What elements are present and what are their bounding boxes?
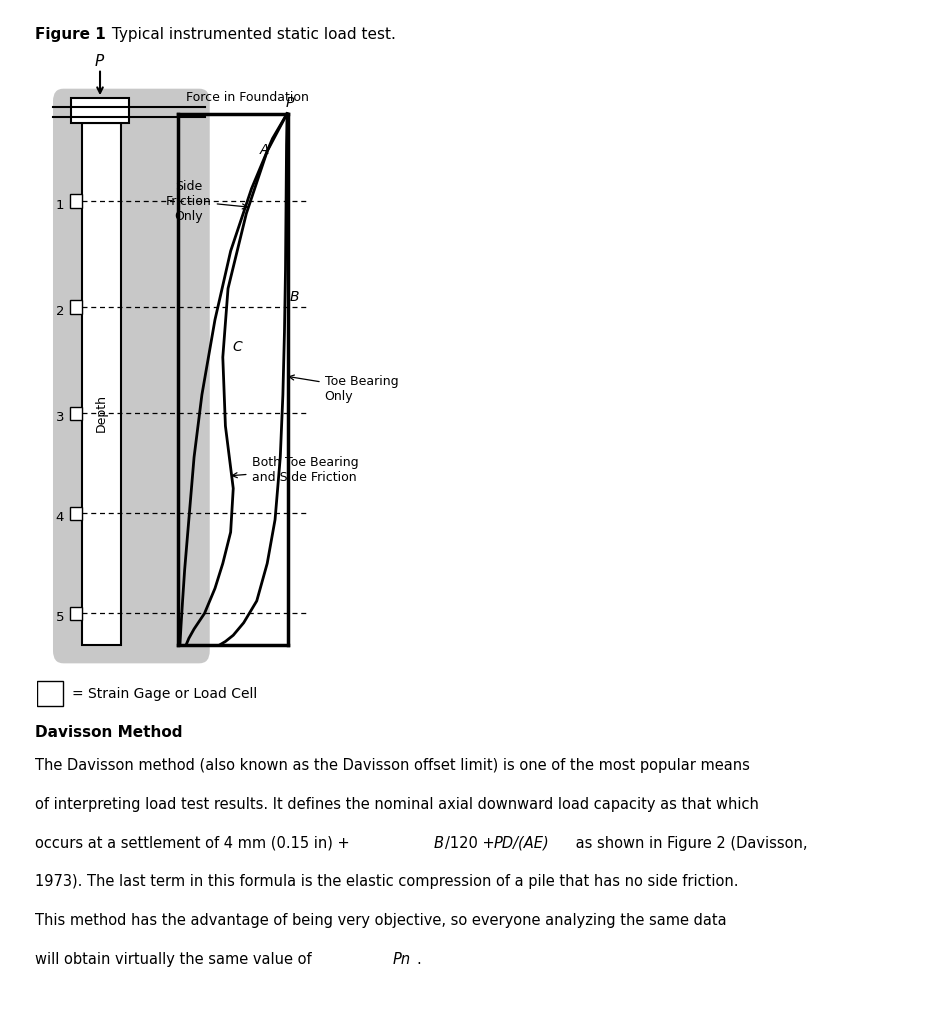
Text: Typical instrumented static load test.: Typical instrumented static load test.: [107, 27, 397, 42]
Text: B: B: [434, 836, 444, 851]
Text: 2: 2: [56, 305, 64, 317]
Text: This method has the advantage of being very objective, so everyone analyzing the: This method has the advantage of being v…: [35, 913, 727, 929]
Text: Toe Bearing
Only: Toe Bearing Only: [289, 375, 398, 402]
Polygon shape: [70, 507, 82, 520]
Text: as shown in Figure 2 (Davisson,: as shown in Figure 2 (Davisson,: [571, 836, 807, 851]
Text: of interpreting load test results. It defines the nominal axial downward load ca: of interpreting load test results. It de…: [35, 797, 759, 812]
FancyBboxPatch shape: [53, 89, 210, 664]
Text: 4: 4: [56, 511, 64, 524]
Text: will obtain virtually the same value of: will obtain virtually the same value of: [35, 952, 316, 968]
Polygon shape: [37, 681, 63, 707]
Text: Side
Friction
Only: Side Friction Only: [166, 179, 247, 222]
Text: The Davisson method (also known as the Davisson offset limit) is one of the most: The Davisson method (also known as the D…: [35, 758, 750, 773]
Text: $P$: $P$: [285, 96, 296, 111]
Text: $A$: $A$: [259, 143, 271, 158]
Text: Depth: Depth: [94, 394, 107, 432]
Text: .: .: [416, 952, 421, 968]
Polygon shape: [70, 606, 82, 621]
Text: Force in Foundation: Force in Foundation: [187, 91, 309, 104]
Text: $C$: $C$: [231, 340, 244, 354]
Text: Figure 1: Figure 1: [35, 27, 106, 42]
Polygon shape: [70, 407, 82, 421]
Text: /120 +: /120 +: [445, 836, 499, 851]
Text: occurs at a settlement of 4 mm (0.15 in) +: occurs at a settlement of 4 mm (0.15 in)…: [35, 836, 355, 851]
Text: 5: 5: [56, 611, 64, 624]
Text: Pn: Pn: [393, 952, 411, 968]
Polygon shape: [71, 98, 129, 123]
Text: 1: 1: [56, 199, 64, 212]
Text: $P$: $P$: [93, 52, 104, 69]
Text: = Strain Gage or Load Cell: = Strain Gage or Load Cell: [73, 687, 258, 700]
Text: 1973). The last term in this formula is the elastic compression of a pile that h: 1973). The last term in this formula is …: [35, 874, 739, 890]
Text: PD/(AE): PD/(AE): [494, 836, 550, 851]
Text: 3: 3: [56, 411, 64, 424]
Text: $B$: $B$: [289, 290, 299, 304]
Text: Both Toe Bearing
and Side Friction: Both Toe Bearing and Side Friction: [232, 456, 358, 483]
Polygon shape: [70, 195, 82, 208]
Text: Davisson Method: Davisson Method: [35, 725, 183, 740]
Polygon shape: [82, 123, 121, 645]
Polygon shape: [70, 300, 82, 314]
